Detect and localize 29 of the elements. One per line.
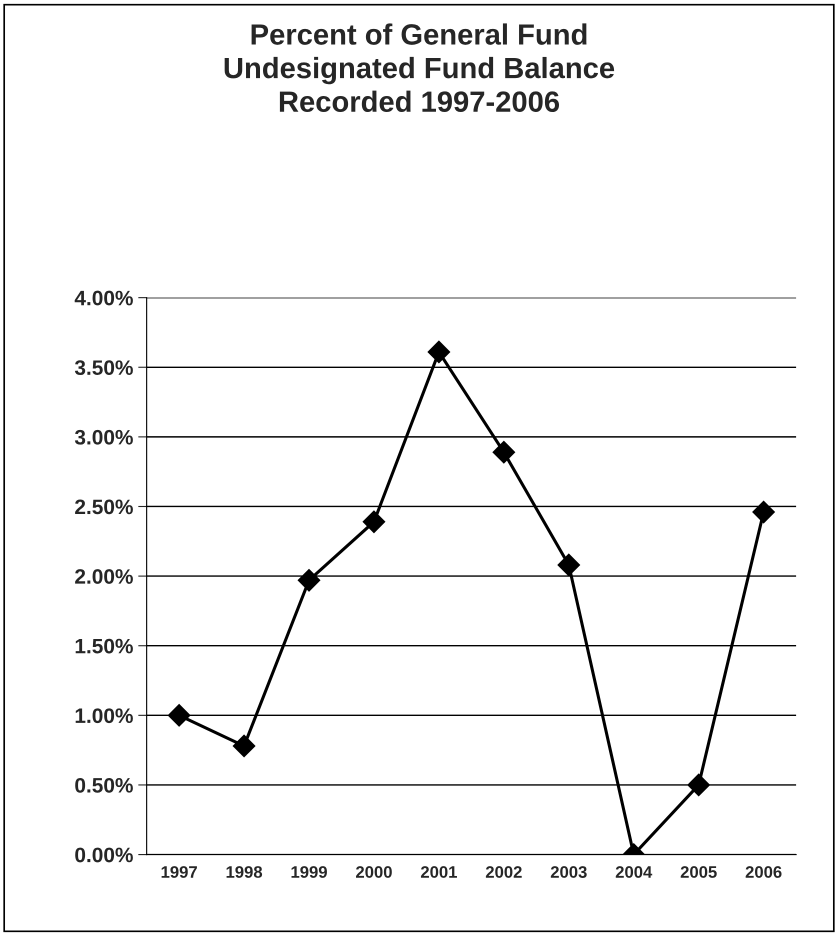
x-tick-label: 2004 [616, 866, 652, 878]
point [298, 568, 320, 592]
point [557, 554, 580, 576]
chart-title: Percent of General Fund Undesignated Fund Balance Recorded 1997-2006 [224, 23, 614, 112]
x-tick-label: 1997 [162, 866, 197, 878]
point [492, 440, 516, 464]
y-tick-label: 3.50% [74, 360, 133, 376]
point [752, 500, 775, 524]
x-tick-label: 1998 [226, 866, 262, 878]
x-tick-label: 2001 [420, 866, 457, 878]
y-tick-label: 1.00% [76, 708, 133, 724]
y-tick-label: 0.00% [75, 848, 133, 862]
point [687, 774, 710, 796]
y-tick-label: 1.50% [76, 638, 133, 654]
x-tick-label: 2000 [356, 866, 392, 878]
x-tick-label: 1999 [292, 866, 327, 878]
y-tick-label: 2.00% [75, 569, 133, 584]
y-tick-label: 0.50% [75, 778, 133, 793]
x-tick-label: 2006 [746, 866, 782, 878]
y-tick-label: 3.00% [74, 430, 133, 445]
x-tick-label: 2005 [680, 866, 717, 878]
y-tick-label: 2.50% [75, 499, 133, 514]
point [362, 510, 386, 534]
point [168, 704, 190, 727]
point [428, 340, 450, 364]
x-tick-label: 2002 [486, 866, 522, 878]
x-tick-label: 2003 [550, 866, 587, 878]
point [232, 734, 256, 758]
y-tick-label: 4.00% [74, 290, 133, 306]
